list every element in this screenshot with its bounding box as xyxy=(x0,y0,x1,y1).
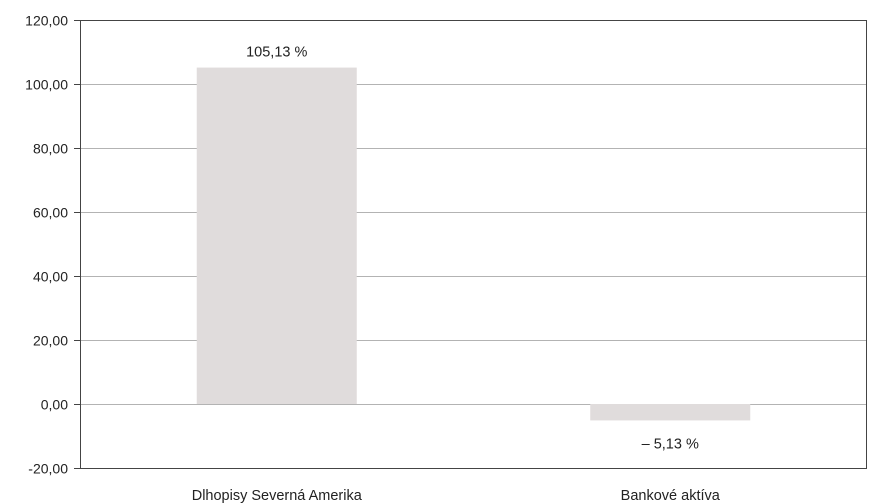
data-label: 105,13 % xyxy=(246,45,307,61)
y-tick-label: 40,00 xyxy=(33,269,68,285)
category-label: Bankové aktíva xyxy=(621,488,721,504)
data-labels: 105,13 % – 5,13 % xyxy=(246,45,699,453)
bar xyxy=(590,404,751,421)
y-tick-label: 80,00 xyxy=(33,141,68,157)
y-tick-label: -20,00 xyxy=(28,461,68,477)
axes xyxy=(74,20,867,469)
data-label: – 5,13 % xyxy=(642,436,699,452)
plot-frame xyxy=(80,20,867,469)
bar xyxy=(196,67,357,405)
y-tick-label: 20,00 xyxy=(33,333,68,349)
bars xyxy=(196,67,751,421)
category-labels: Dlhopisy Severná Amerika Bankové aktíva xyxy=(192,488,721,504)
y-tick-label: 120,00 xyxy=(25,13,68,29)
y-tick-label: 0,00 xyxy=(41,397,68,413)
category-label: Dlhopisy Severná Amerika xyxy=(192,488,363,504)
y-tick-label: 100,00 xyxy=(25,77,68,93)
y-tick-labels: -20,00 0,00 20,00 40,00 60,00 80,00 100,00 120,… xyxy=(25,13,68,477)
y-tick-label: 60,00 xyxy=(33,205,68,221)
